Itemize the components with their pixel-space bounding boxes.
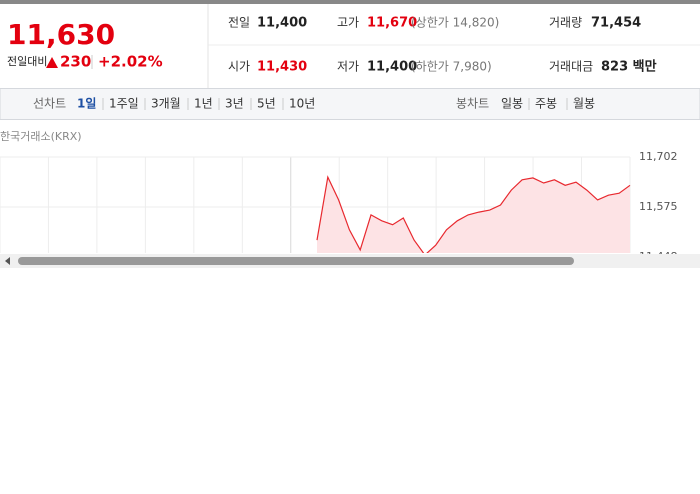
label: 거래량 <box>549 16 582 30</box>
y-tick-label: 11,702 <box>639 150 678 163</box>
tab-label: 선차트 <box>33 97 66 111</box>
change-label: 전일대비 <box>7 54 47 68</box>
candle-tab[interactable]: 월봉 <box>573 97 595 111</box>
candle-tab[interactable]: 주봉 <box>535 97 557 111</box>
value: 11,400 <box>257 16 307 31</box>
period-tab[interactable]: 1년 <box>194 97 213 111</box>
note: (상한가 14,820) <box>411 16 499 30</box>
change: 230 <box>60 53 91 71</box>
value: 823 백만 <box>601 59 657 75</box>
period-tab[interactable]: 3개월 <box>151 97 181 111</box>
price-line <box>316 175 631 253</box>
value: 11,400 <box>367 60 417 75</box>
current-price: 11,630 <box>7 18 115 51</box>
period-tab[interactable]: 1일 <box>77 97 96 111</box>
tab-label: 봉차트 <box>456 97 489 111</box>
source: 한국거래소(KRX) <box>0 130 82 143</box>
value: 71,454 <box>591 16 641 31</box>
period-tab[interactable]: 10년 <box>289 97 315 111</box>
period-tab[interactable]: 3년 <box>225 97 244 111</box>
y-tick-label: 11,575 <box>639 200 678 213</box>
change-rate: +2.02% <box>98 53 163 71</box>
tab-bar <box>0 88 700 120</box>
label: 저가 <box>337 60 359 74</box>
note: (하한가 7,980) <box>411 60 492 74</box>
value: 11,430 <box>257 60 307 75</box>
label: 시가 <box>228 60 250 74</box>
period-tab[interactable]: 5년 <box>257 97 276 111</box>
scroll-arrow[interactable] <box>5 257 10 265</box>
label: 거래대금 <box>549 60 593 74</box>
area <box>317 177 630 253</box>
label: 전일 <box>228 16 250 30</box>
value: 11,670 <box>367 16 417 31</box>
label: 고가 <box>337 16 359 30</box>
up-arrow <box>46 57 58 68</box>
top-border <box>0 0 700 4</box>
scrollbar-thumb[interactable] <box>18 257 574 265</box>
period-tab[interactable]: 1주일 <box>109 97 139 111</box>
candle-tab[interactable]: 일봉 <box>501 97 523 111</box>
